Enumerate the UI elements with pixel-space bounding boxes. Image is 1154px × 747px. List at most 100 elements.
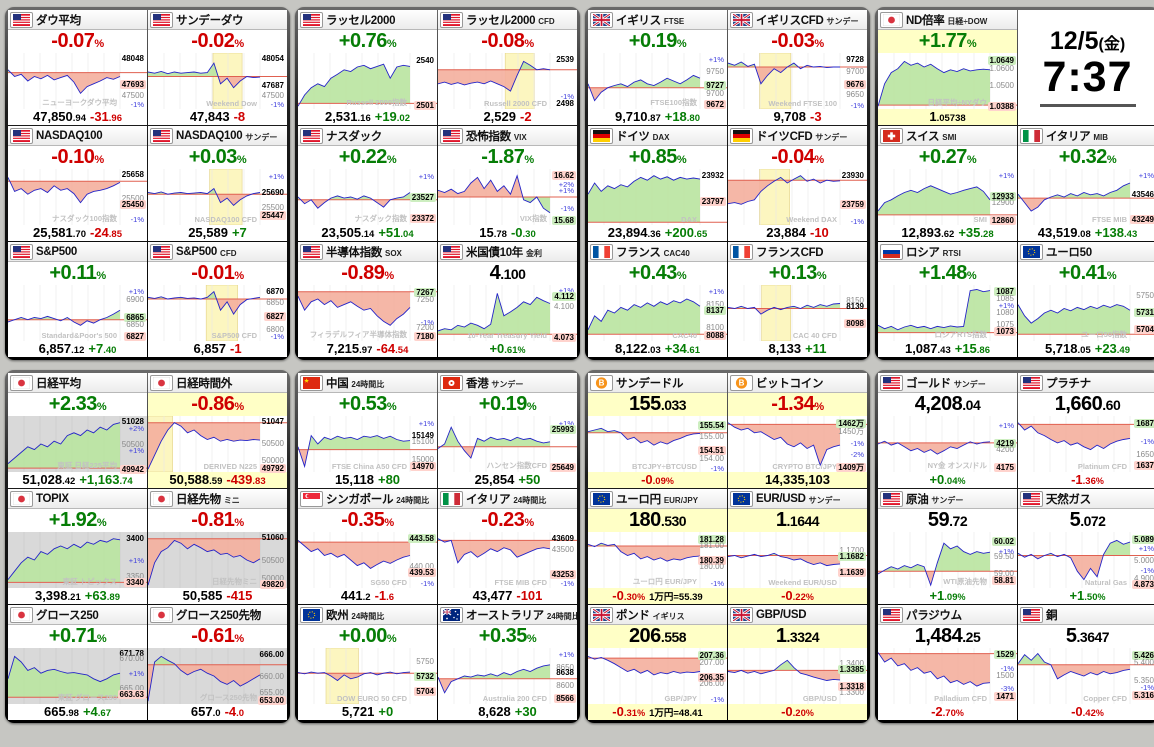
panel-spcfd[interactable]: S&P500 CFD -0.01% 6870 6850 6827 6800 -1% S&P500…: [148, 242, 287, 357]
panel-gbpjpy[interactable]: ポンド イギリス 206.558 207.36 207.00 206.35 206.00 -1…: [588, 605, 727, 720]
instrument-name: ラッセル2000: [466, 15, 536, 27]
mini-chart: 9728 9700 9676 9650 -1% Weekend FTSE 100: [728, 53, 867, 110]
panel-caccfd[interactable]: フランスCFD +0.13% 8150 8139 8098 CAC 40 CFD 8,133…: [728, 242, 867, 357]
panel-mib[interactable]: イタリア MIB +0.32% +1% 43546 43249 FTSE MIB 43,519…: [1018, 126, 1154, 241]
panel-daxcfd[interactable]: ドイツCFD サンデー -0.04% 23930 23759 -1% Weekend DAX…: [728, 126, 867, 241]
panel-nd[interactable]: ND倍率 日経÷DOW +1.77% 1.0649 1.0600 1.0500 1.0388…: [878, 10, 1017, 125]
quote-line: 50,588.59 -439.83: [148, 472, 287, 488]
headline-value: -0.35%: [341, 509, 394, 531]
panel-cac[interactable]: フランス CAC40 +0.43% +1% 8150 8137 8100 8088 CAC40 8…: [588, 242, 727, 357]
instrument-name: パラジウム: [906, 610, 962, 622]
axis-label: 1500: [996, 671, 1014, 680]
panel-sp[interactable]: S&P500 +0.11% +1% 6900 6865 6850 6827 Standard&…: [8, 242, 147, 357]
panel-vix[interactable]: 恐怖指数 VIX -1.87% 16.62 +2% +1% -1% 15.68 VIX指数 15.…: [438, 126, 577, 241]
panel-gas[interactable]: 天然ガス 5.072 5.089 +1% 5.000 -1% 4.900 4.873 Natur…: [1018, 489, 1154, 604]
panel-eurjpy[interactable]: ユーロ円 EUR/JPY 180.530 181.28 181.00 180.39 180.…: [588, 489, 727, 604]
panel-sox[interactable]: 半導体指数 SOX -0.89% 7267 7250 -1% 7200 7180 フィラデルフィ…: [298, 242, 437, 357]
panel-gold[interactable]: ゴールド サンデー 4,208.04 +1% 4219 4200 4175 NY金 オンス/ド…: [878, 373, 1017, 488]
axis-label: 207.36: [697, 651, 726, 660]
axis-label: 154.51: [697, 446, 726, 455]
chart-watermark: Platinum CFD: [1077, 462, 1127, 471]
clock-time: 7:37: [1042, 53, 1133, 102]
quote-line: 3,398.21 +63.89: [34, 588, 121, 603]
axis-label: -1%: [1140, 437, 1154, 446]
panel-au24[interactable]: オーストラリア 24時間比 +0.35% +1% 8650 8638 8600 8566 Aus…: [438, 605, 577, 720]
panel-ruscfd[interactable]: ラッセル2000 CFD -0.08% 2539 -1% 2498 Russell 2000…: [438, 10, 577, 125]
panel-header: パラジウム: [878, 605, 1017, 625]
headline-value: -1.34%: [728, 393, 867, 416]
panel-nikkei_ah[interactable]: 日経時間外 -0.86% 51047 50500 50000 49792 DERIVED N…: [148, 373, 287, 488]
instrument-name: 日経時間外: [176, 378, 232, 390]
instrument-subtitle: FTSE: [663, 17, 685, 26]
panel-sdollar[interactable]: B サンデードル 155.033 155.54 155.00 154.51 154.00 -1…: [588, 373, 727, 488]
panel-eurusd[interactable]: EUR/USD サンデー 1.1644 1.1700 1.1682 1.1639 Weeke…: [728, 489, 867, 604]
chart-watermark: ナスダック指数: [354, 214, 408, 223]
instrument-name: ロシア: [906, 247, 940, 259]
axis-label: 25993: [549, 425, 576, 434]
panel-header: ナスダック: [298, 126, 437, 146]
panel-eu24[interactable]: 欧州 24時間比 +0.00% 5750 5732 5704 DOW EURO 50 CFD…: [298, 605, 437, 720]
panel-euro50[interactable]: ユーロ50 +0.41% 5750 5731 5704 ユーロ50指数 5,718.05 +2…: [1018, 242, 1154, 357]
quote-line: 5,718.05 +23.49: [1044, 341, 1131, 356]
panel-group: イギリス FTSE +0.19% +1% 9750 9727 9700 9672 FTSE100…: [585, 7, 870, 360]
instrument-subtitle: MIB: [1093, 133, 1109, 142]
panel-sg[interactable]: シンガポール 24時間比 -0.35% 443.58 440.00 439.53 -1% SG…: [298, 489, 437, 604]
panel-dax[interactable]: ドイツ DAX +0.85% 23932 23797 DAX 23,894.36 +200.6…: [588, 126, 727, 241]
instrument-subtitle: 24時間比: [396, 496, 430, 505]
headline-value: -0.01%: [191, 262, 244, 284]
panel-hk[interactable]: 香港 サンデー +0.19% +1% 25993 25649 ハンセン指数CFD 25,854…: [438, 373, 577, 488]
axis-label: 4175: [994, 463, 1016, 472]
axis-label: 4.073: [551, 333, 576, 342]
panel-nikkei[interactable]: 日経平均 +2.33% 51028 +2% 50500 +1% 49942 東証 日経225平…: [8, 373, 147, 488]
panel-g250f[interactable]: グロース250先物 -0.61% 666.00 660.00 655.00 653.00 グ…: [148, 605, 287, 720]
panel-rtsi[interactable]: ロシア RTSI +1.48% 1087 1085 +1% 1080 1075 1073 ロシアR…: [878, 242, 1017, 357]
panel-ftse[interactable]: イギリス FTSE +0.19% +1% 9750 9727 9700 9672 FTSE100…: [588, 10, 727, 125]
axis-label: 15.68: [551, 216, 576, 225]
conversion-note: 1万円=55.39: [649, 592, 703, 603]
axis-label: 49820: [259, 580, 286, 589]
panel-nas[interactable]: ナスダック +0.22% +1% 23527 23372 ナスダック指数 23,505.14…: [298, 126, 437, 241]
panel-it24[interactable]: イタリア 24時間比 -0.23% 43609 43500 43253 -1% FTSE MI…: [438, 489, 577, 604]
panel-china[interactable]: 中国 24時間比 +0.53% +1% 15149 15100 15000 14970 FTSE…: [298, 373, 437, 488]
panel-topix[interactable]: TOPIX +1.92% 3400 +1% 3350 3340 東証 トピックス 3,398.…: [8, 489, 147, 604]
panel-gbpusd[interactable]: GBP/USD 1.3324 1.3400 1.3385 1.3318 1.3300 GBP…: [728, 605, 867, 720]
axis-label: 9650: [846, 90, 864, 99]
instrument-subtitle: サンデー: [826, 17, 859, 26]
instrument-name: GBP/USD: [756, 609, 807, 621]
quote-line: 5,721 +0: [341, 704, 394, 719]
panel-nkfut[interactable]: 日経先物 ミニ -0.81% 51060 50500 50000 49820 日経先物ミニ 50…: [148, 489, 287, 604]
headline-value: +0.19%: [478, 393, 537, 415]
axis-label: 50500: [261, 556, 284, 565]
axis-label: 1.0649: [987, 56, 1016, 65]
panel-rus[interactable]: ラッセル2000 +0.76% 2540 2501 Russell 2000指数 2,53…: [298, 10, 437, 125]
panel-oil[interactable]: 原油 サンデー 59.72 60.02 +1% 59.50 59.00 58.81 WTI原油先…: [878, 489, 1017, 604]
panel-ust10[interactable]: 米国債10年 金利 4.100 +1% 4.112 4.100 4.073 10-Year T…: [438, 242, 577, 357]
chart-watermark: グロース250先物: [199, 693, 257, 702]
quote-line: -0.42%: [1071, 704, 1104, 719]
panel-group: ラッセル2000 +0.76% 2540 2501 Russell 2000指数 2,53…: [295, 7, 580, 360]
panel-header: B ビットコイン: [728, 373, 867, 393]
panel-g250[interactable]: グロース250 +0.71% 671.78 670.00 +1% 665.00 663.63…: [8, 605, 147, 720]
panel-copper[interactable]: 銅 5.3647 5.426 5.400 5.350 -1% 5.316 Copper CFD…: [1018, 605, 1154, 720]
chart-watermark: ロシアRTS指数: [934, 330, 988, 339]
panel-header: GBP/USD: [728, 605, 867, 625]
panel-smi[interactable]: スイス SMI +0.27% +1% 12933 12900 12860 SMI 12,893.…: [878, 126, 1017, 241]
axis-label: 666.00: [259, 650, 284, 659]
panel-header: フランスCFD: [728, 242, 867, 262]
panel-plat[interactable]: プラチナ 1,660.60 1687 -1% 1650 1637 Platinum CFD -…: [1018, 373, 1154, 488]
flag-us-icon: [440, 244, 463, 260]
axis-label: 1080: [996, 308, 1014, 317]
panel-sdow[interactable]: サンデーダウ -0.02% 48054 47687 47500 -1% Weekend Do…: [148, 10, 287, 125]
instrument-name: ゴールド: [906, 378, 951, 390]
axis-label: 180.39: [697, 556, 726, 565]
axis-label: 1.1682: [837, 552, 866, 561]
flag-de-icon: [730, 128, 753, 144]
panel-pall[interactable]: パラジウム 1,484.25 1529 -1% 1500 -3% 1471 Palladium…: [878, 605, 1017, 720]
panel-sn100[interactable]: NASDAQ100 サンデー +0.03% +1% 25690 25500 25447 NAS…: [148, 126, 287, 241]
axis-label: 1075: [996, 320, 1014, 329]
panel-n100[interactable]: NASDAQ100 -0.10% 25658 25500 25450 -1% ナスダック10…: [8, 126, 147, 241]
mini-chart: 443.58 440.00 439.53 -1% SG50 CFD: [298, 532, 437, 588]
panel-dow[interactable]: ダウ平均 -0.07% 48048 47693 47500 -1% ニューヨークダウ平均 47…: [8, 10, 147, 125]
panel-ftsecfd[interactable]: イギリスCFD サンデー -0.03% 9728 9700 9676 9650 -1% Week…: [728, 10, 867, 125]
panel-btc[interactable]: B ビットコイン -1.34% 1462万 1450万 -1% -2% 1409万 CRYPTO…: [728, 373, 867, 488]
